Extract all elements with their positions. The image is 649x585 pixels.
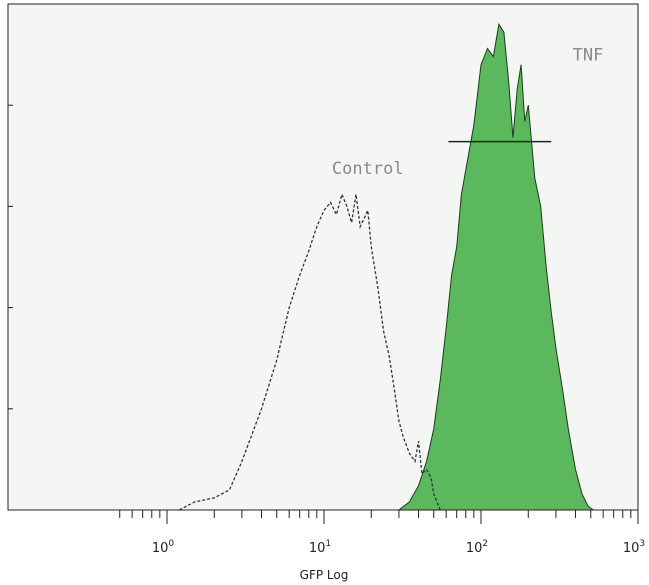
x-tick-label: 102	[466, 539, 488, 556]
tnf-label: TNF	[573, 46, 604, 66]
y-axis-ticks	[8, 104, 13, 410]
x-tick-label: 100	[152, 539, 175, 556]
x-tick-label: 103	[623, 539, 645, 556]
x-axis-ticks	[119, 510, 639, 524]
control-label: Control	[332, 159, 404, 179]
x-tick-label: 101	[309, 539, 331, 556]
tnf-series-area	[397, 22, 595, 511]
x-axis-tick-labels: 100 101 102 103	[152, 539, 645, 556]
x-axis-title: GFP Log	[300, 568, 349, 582]
